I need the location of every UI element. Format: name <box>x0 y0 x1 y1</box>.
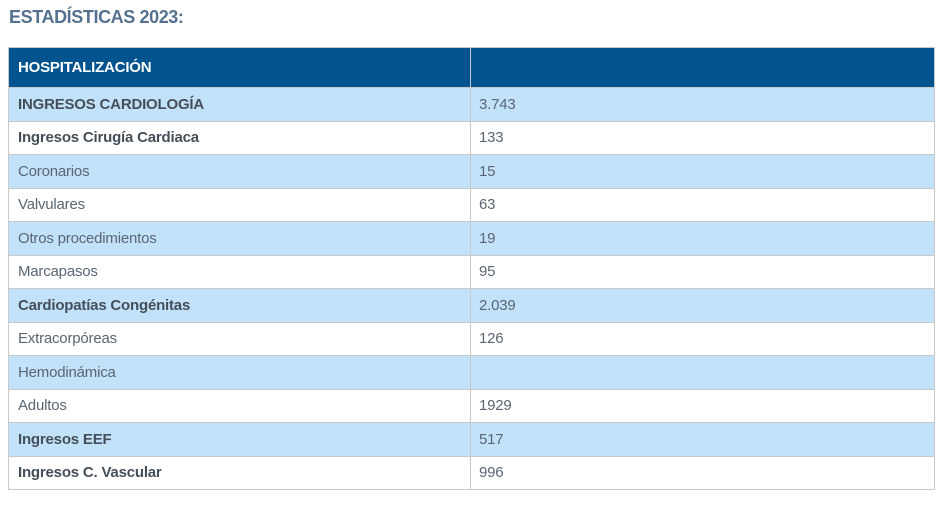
row-label: Ingresos Cirugía Cardiaca <box>8 120 471 155</box>
table-row: Adultos 1929 <box>8 388 935 423</box>
table-head: HOSPITALIZACIÓN <box>8 47 935 88</box>
table-row: Ingresos Cirugía Cardiaca 133 <box>8 120 935 155</box>
row-label: Valvulares <box>8 187 471 222</box>
row-value <box>470 355 935 390</box>
table-body: INGRESOS CARDIOLOGÍA 3.743 Ingresos Ciru… <box>8 87 935 490</box>
table-row: Otros procedimientos 19 <box>8 221 935 256</box>
row-label: Marcapasos <box>8 254 471 289</box>
row-value: 133 <box>470 120 935 155</box>
row-value: 3.743 <box>470 87 935 122</box>
row-value: 517 <box>470 422 935 457</box>
table-header-label: HOSPITALIZACIÓN <box>8 47 471 88</box>
table-row: Coronarios 15 <box>8 154 935 189</box>
table-row: Ingresos C. Vascular 996 <box>8 455 935 490</box>
table-row: Cardiopatías Congénitas 2.039 <box>8 288 935 323</box>
statistics-table: HOSPITALIZACIÓN INGRESOS CARDIOLOGÍA 3.7… <box>8 47 935 490</box>
table-row: Ingresos EEF 517 <box>8 422 935 457</box>
row-value: 15 <box>470 154 935 189</box>
row-label: Ingresos C. Vascular <box>8 455 471 490</box>
row-label: Coronarios <box>8 154 471 189</box>
row-label: Otros procedimientos <box>8 221 471 256</box>
table-row: INGRESOS CARDIOLOGÍA 3.743 <box>8 87 935 122</box>
row-label: Adultos <box>8 388 471 423</box>
table-row: Extracorpóreas 126 <box>8 321 935 356</box>
row-value: 2.039 <box>470 288 935 323</box>
table-row: Hemodinámica <box>8 355 935 390</box>
row-value: 1929 <box>470 388 935 423</box>
table-row: Valvulares 63 <box>8 187 935 222</box>
row-value: 95 <box>470 254 935 289</box>
row-label: Cardiopatías Congénitas <box>8 288 471 323</box>
row-label: Extracorpóreas <box>8 321 471 356</box>
row-label: INGRESOS CARDIOLOGÍA <box>8 87 471 122</box>
table-header-value <box>470 47 935 88</box>
row-value: 63 <box>470 187 935 222</box>
table-row: Marcapasos 95 <box>8 254 935 289</box>
row-value: 126 <box>470 321 935 356</box>
row-label: Hemodinámica <box>8 355 471 390</box>
table-header-row: HOSPITALIZACIÓN <box>8 47 935 88</box>
row-value: 19 <box>470 221 935 256</box>
row-label: Ingresos EEF <box>8 422 471 457</box>
row-value: 996 <box>470 455 935 490</box>
page-title: ESTADÍSTICAS 2023: <box>9 7 184 27</box>
